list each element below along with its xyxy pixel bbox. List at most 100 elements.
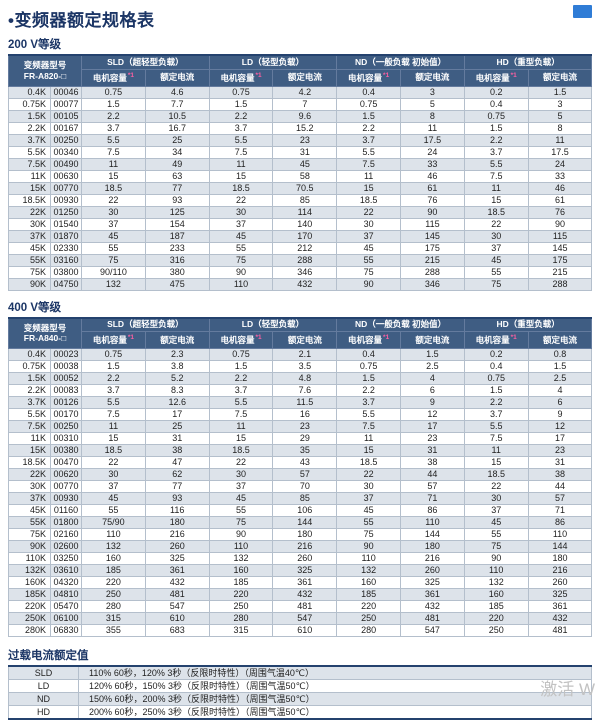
table-cell: 3.5 (272, 360, 338, 373)
table-cell: 7.6 (272, 384, 338, 397)
table-cell: 11 (336, 432, 402, 445)
footnote-marker: *1 (255, 334, 262, 342)
table-cell: 17.5 (400, 133, 465, 147)
table-cell: 31 (144, 432, 210, 445)
table-cell: 23 (272, 420, 338, 433)
table-row: 2.2K 00083 3.7 8.3 3.7 7.6 2.2 6 1.5 4 (8, 384, 593, 397)
table-cell: 00770 (49, 480, 83, 493)
table-cell: 5 (400, 97, 465, 111)
table-row: 18.5K 00470 22 47 22 43 18.5 38 15 31 (8, 456, 593, 469)
table-cell: 145 (527, 241, 593, 255)
table-cell: 0.75 (463, 109, 529, 123)
table-cell: 7.5K (8, 157, 51, 171)
table-cell: 22K (8, 205, 51, 219)
table-cell: 7.5K (8, 420, 51, 433)
table-cell: 9.6 (272, 109, 338, 123)
table-cell: 47 (144, 456, 210, 469)
table-cell: 90/110 (81, 265, 146, 279)
table-cell: 3.7K (8, 133, 51, 147)
table-cell: 0.4K (8, 348, 51, 361)
table-cell: 125 (144, 205, 210, 219)
table-row: 3.7K 00126 5.5 12.6 5.5 11.5 3.7 9 2.2 6 (8, 396, 593, 409)
table-cell: 5.2 (144, 372, 210, 385)
table-cell: 90 (208, 528, 274, 541)
table-cell: 325 (272, 564, 338, 577)
group-header-nd: ND（一般负载 初始值） (336, 54, 465, 70)
table-cell: 24 (527, 157, 593, 171)
table-cell: 170 (272, 229, 338, 243)
table-cell: 00083 (49, 384, 83, 397)
table-cell: 215 (400, 253, 465, 267)
table-cell: 315 (81, 612, 146, 625)
table-row: 22K 00620 30 62 30 57 22 44 18.5 38 (8, 468, 593, 481)
group-header-ld: LD（轻型负载） (208, 317, 338, 332)
table-cell: 37K (8, 492, 51, 505)
table-row: 132K 03610 185 361 160 325 132 260 110 216 (8, 564, 593, 577)
table-cell: 55K (8, 516, 51, 529)
table-cell: 1.5 (463, 121, 529, 135)
table-cell: 04810 (49, 588, 83, 601)
table-cell: 37 (463, 241, 529, 255)
table-cell: 3.7 (463, 408, 529, 421)
table-cell: 61 (400, 181, 465, 195)
table-cell: 71 (527, 504, 593, 517)
table-cell: 75 (336, 528, 402, 541)
table-cell: 4.8 (272, 372, 338, 385)
table-cell: 46 (400, 169, 465, 183)
table-cell: 346 (400, 277, 465, 291)
table-cell: 02600 (49, 540, 83, 553)
footnote-marker: *1 (127, 71, 134, 79)
table-cell: 220K (8, 600, 51, 613)
group-header-hd: HD（重型负载） (463, 54, 593, 70)
table-cell: 75 (208, 516, 274, 529)
table-cell: 04750 (49, 277, 83, 291)
table-row: 7.5K 00490 11 49 11 45 7.5 33 5.5 24 (8, 157, 593, 171)
table-row: SLD 110% 60秒，120% 3秒（反限时特性）（周围气温40℃） (8, 665, 592, 680)
table-cell: 58 (272, 169, 338, 183)
table-cell: 0.4 (336, 85, 402, 99)
table-cell: 7.5 (336, 157, 402, 171)
group-header-nd: ND（一般负载 初始值） (336, 317, 465, 332)
table-cell: 200% 60秒，250% 3秒（反限时特性）（周围气温50℃） (78, 705, 592, 720)
table-row: 55K 01800 75/90 180 75 144 55 110 45 86 (8, 516, 593, 529)
table-cell: 7.5 (336, 420, 402, 433)
table-row: 2.2K 00167 3.7 16.7 3.7 15.2 2.2 11 1.5 8 (8, 121, 593, 135)
table-cell: 02160 (49, 528, 83, 541)
table-cell: 22 (463, 480, 529, 493)
group-header-ld: LD（轻型负载） (208, 54, 338, 70)
table-cell: 1.5K (8, 109, 51, 123)
table-row: 75K 03800 90/110 380 90 346 75 288 55 215 (8, 265, 593, 279)
table-cell: 38 (400, 456, 465, 469)
table-cell: 3.8 (144, 360, 210, 373)
table-cell: 25 (144, 420, 210, 433)
table-cell: 5.5 (208, 133, 274, 147)
table-cell: 185 (81, 564, 146, 577)
table-cell: 00930 (49, 193, 83, 207)
table-row: 5.5K 00170 7.5 17 7.5 16 5.5 12 3.7 9 (8, 408, 593, 421)
table-cell: 76 (400, 193, 465, 207)
table-cell: 75K (8, 265, 51, 279)
table-cell: 45 (463, 253, 529, 267)
table-cell: 220 (81, 576, 146, 589)
activation-watermark: 激活 W (540, 680, 595, 699)
table-cell: 15K (8, 444, 51, 457)
table-cell: 114 (272, 205, 338, 219)
table-row: 45K 01160 55 116 55 106 45 86 37 71 (8, 504, 593, 517)
table-cell: 160 (81, 552, 146, 565)
table-cell: 1.5 (81, 97, 146, 111)
table-cell: 00250 (49, 420, 83, 433)
table-cell: 90 (336, 277, 402, 291)
col-header-capacity: 电机容量*1 (463, 68, 529, 87)
table-cell: 55 (463, 265, 529, 279)
table-cell: 03160 (49, 253, 83, 267)
table-cell: 11 (336, 169, 402, 183)
table-cell: 77 (144, 181, 210, 195)
table-cell: 0.4 (463, 97, 529, 111)
table-cell: 18.5 (81, 444, 146, 457)
table-cell: 38 (527, 468, 593, 481)
table-cell: 7.5 (463, 169, 529, 183)
table-cell: 3 (527, 97, 593, 111)
table-row: 15K 00380 18.5 38 18.5 35 15 31 11 23 (8, 444, 593, 457)
table-cell: 00490 (49, 157, 83, 171)
table-cell: 355 (81, 624, 146, 637)
